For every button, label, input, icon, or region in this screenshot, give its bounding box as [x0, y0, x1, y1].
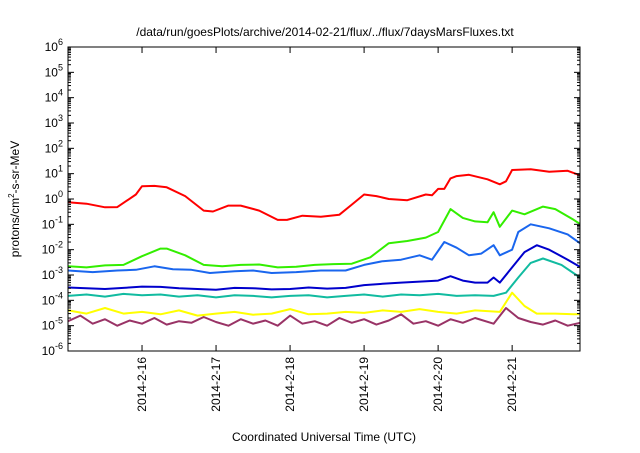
x-tick-label: 2014-2-21 — [505, 357, 519, 412]
x-tick-label: 2014-2-19 — [357, 357, 371, 412]
series-line-1 — [68, 168, 580, 221]
x-tick-label: 2014-2-16 — [135, 357, 149, 412]
y-axis-label-base: protons/cm — [8, 198, 22, 257]
series-line-2 — [68, 205, 580, 269]
y-tick-label: 103 — [45, 113, 63, 130]
x-tick-label: 2014-2-17 — [209, 357, 223, 412]
series-line-5 — [68, 257, 580, 299]
y-tick-label: 102 — [45, 138, 63, 155]
y-tick-label: 101 — [45, 164, 63, 181]
x-tick-label: 2014-2-18 — [283, 357, 297, 412]
series-line-4 — [68, 244, 580, 291]
y-tick-label: 106 — [45, 37, 63, 54]
y-tick-label: 105 — [45, 62, 63, 79]
y-tick-label: 10-5 — [42, 316, 63, 333]
y-axis-label-sup: 2 — [7, 193, 16, 198]
series-line-6 — [68, 291, 580, 317]
x-axis: 2014-2-16 2014-2-17 2014-2-18 2014-2-19 2014… — [135, 47, 519, 412]
y-axis: 10-6 10-5 10-4 10-3 10-2 10-1 100 101 102 103 104 1… — [42, 37, 580, 358]
y-tick-label: 10-1 — [42, 214, 63, 231]
y-tick-label: 100 — [45, 189, 63, 206]
y-tick-label: 10-3 — [42, 265, 63, 282]
y-tick-label: 10-4 — [42, 290, 63, 307]
y-tick-label: 10-6 — [42, 341, 63, 358]
series-layer — [68, 168, 580, 327]
series-line-7 — [68, 307, 580, 327]
series-line-3 — [68, 223, 580, 274]
y-tick-label: 104 — [45, 88, 63, 105]
x-axis-label: Coordinated Universal Time (UTC) — [232, 430, 416, 444]
chart-title: /data/run/goesPlots/archive/2014-02-21/f… — [136, 25, 514, 39]
y-axis-label: protons/cm2-s-sr-MeV — [7, 141, 22, 257]
x-tick-label: 2014-2-20 — [431, 357, 445, 412]
y-axis-label-rest: -s-sr-MeV — [8, 141, 22, 194]
y-tick-label: 10-2 — [42, 240, 63, 257]
